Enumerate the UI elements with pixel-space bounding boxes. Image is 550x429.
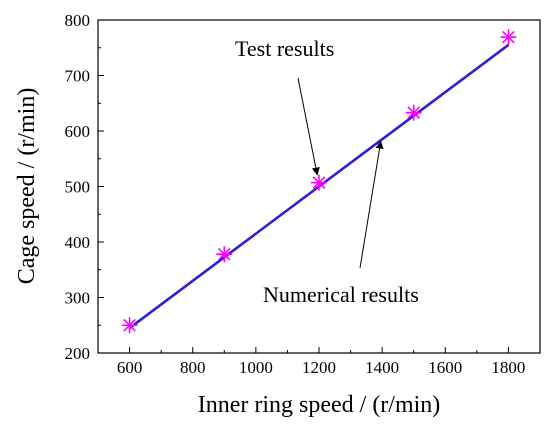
- y-tick-label: 600: [65, 122, 91, 141]
- annotation-arrow: [297, 77, 320, 176]
- y-tick-label: 800: [65, 11, 91, 30]
- annotation-label: Test results: [235, 36, 334, 61]
- y-tick-label: 300: [65, 289, 91, 308]
- x-tick-label: 1200: [302, 358, 336, 377]
- y-tick-label: 700: [65, 67, 91, 86]
- series: [121, 29, 517, 334]
- y-tick-label: 500: [65, 178, 91, 197]
- ticks: 600 800 1000 1200 1400 1600 1800 200 300 400 500 60…: [65, 11, 526, 377]
- x-tick-label: 1800: [491, 358, 525, 377]
- x-axis-title: Inner ring speed / (r/min): [198, 392, 441, 418]
- annotation-label: Numerical results: [263, 282, 419, 307]
- test-result-point: [216, 246, 233, 263]
- x-tick-label: 1000: [239, 358, 273, 377]
- y-tick-label: 200: [65, 344, 91, 363]
- test-result-point: [500, 29, 517, 46]
- annotation-arrow: [359, 140, 384, 269]
- annotations: Test results Numerical results: [235, 36, 419, 307]
- x-tick-label: 1400: [365, 358, 399, 377]
- y-axis-title: Cage speed / (r/min): [14, 88, 40, 285]
- test-result-point: [405, 104, 422, 121]
- x-tick-label: 800: [180, 358, 206, 377]
- x-tick-label: 600: [117, 358, 143, 377]
- x-tick-label: 1600: [428, 358, 462, 377]
- test-result-point: [311, 174, 327, 191]
- y-tick-label: 400: [65, 233, 91, 252]
- test-result-point: [121, 317, 138, 334]
